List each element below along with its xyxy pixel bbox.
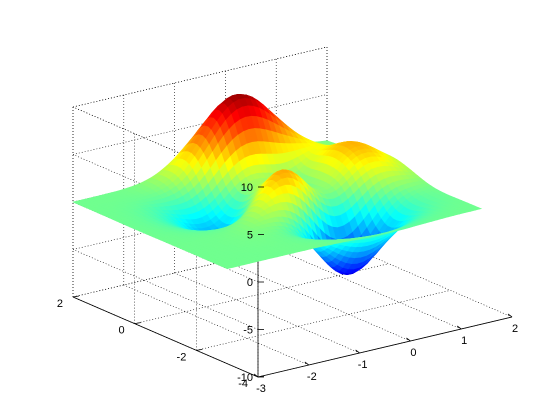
y-tick-label: -2 [177,351,187,363]
floor-grid-line [225,260,411,342]
floor-grid-line [196,290,451,351]
y-tick-label: 0 [119,325,125,337]
floor-grid-line [123,284,309,366]
x-tick-label: 2 [512,323,518,335]
x-tick-label: -2 [307,371,317,383]
x-tick-label: 1 [461,335,467,347]
x-tick [304,361,310,366]
z-tick-label: -5 [243,325,253,337]
left-wall-grid-line [72,249,259,330]
surface-patch [222,265,234,270]
box-edge [72,46,328,108]
floor-grid-line [174,272,360,354]
floor-grid-line [276,248,462,330]
x-axis-line [257,316,513,378]
x-tick-label: -3 [256,383,266,395]
y-tick [72,295,80,298]
axes-front-lines [72,186,513,378]
x-tick-label: -1 [358,359,368,371]
x-tick [355,349,360,354]
x-tick-label: 0 [410,347,416,359]
z-tick-label: 10 [241,182,253,194]
floor-grid-line [326,236,513,318]
x-tick [253,373,259,378]
x-tick [456,325,462,330]
y-tick [134,322,141,325]
z-tick-label: 5 [247,230,253,242]
y-tick [196,348,203,351]
z-tick-label: -10 [237,372,253,384]
z-tick-label: 0 [247,277,253,289]
y-tick-label: 2 [57,298,63,310]
y-tick-label: -4 [238,378,248,390]
x-tick [507,313,513,318]
y-axis-line [72,296,259,378]
surface-plot [72,93,483,276]
y-tick [257,375,265,378]
x-tick [406,337,411,342]
